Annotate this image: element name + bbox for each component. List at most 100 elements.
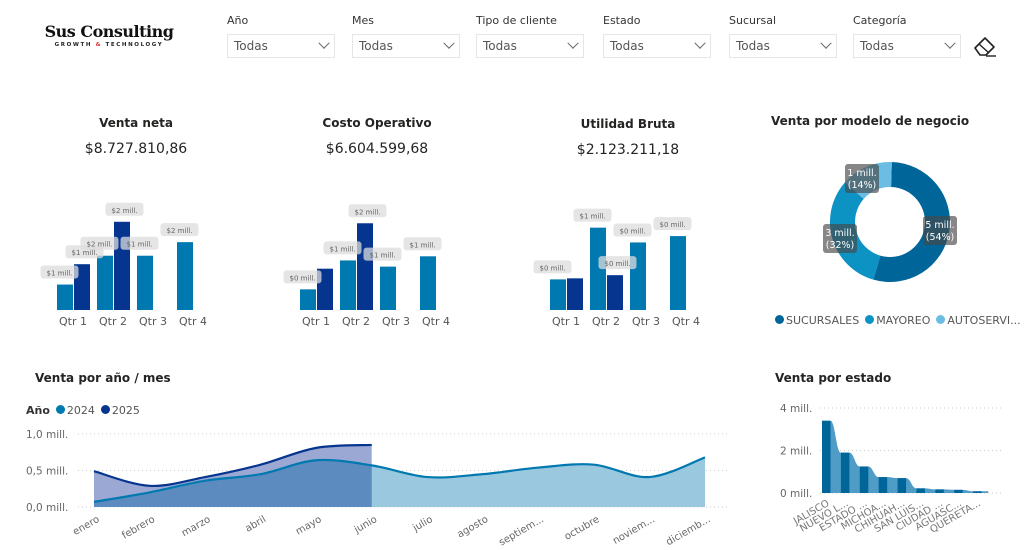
axis-tick-label: Qtr 2 xyxy=(592,315,620,328)
donut-title: Venta por modelo de negocio xyxy=(771,114,970,128)
state-bar-4 xyxy=(897,478,907,493)
state-bar-6 xyxy=(935,489,944,493)
filter-tipo-cliente: Tipo de cliente Todas xyxy=(476,14,584,58)
donut-data-label: 5 mill. xyxy=(925,220,954,231)
axis-tick-label: Qtr 1 xyxy=(552,315,580,328)
bar-2025-qtr2 xyxy=(357,223,373,310)
utilidad-bruta-quarter-chart: Qtr 1 Qtr 2 Qtr 3 Qtr 4 $0 mill. $1 mill. $0 m… xyxy=(533,208,700,328)
state-chart-title: Venta por estado xyxy=(775,371,892,385)
data-label: $1 mill. xyxy=(369,252,395,260)
data-label: $1 mill. xyxy=(71,249,97,257)
legend-dot xyxy=(936,315,946,324)
data-label: $2 mill. xyxy=(111,207,137,215)
y-tick-label: 0,5 mill. xyxy=(26,466,68,478)
bar-2024-qtr1 xyxy=(57,284,73,310)
chevron-down-icon xyxy=(694,37,706,49)
clear-filters-button[interactable] xyxy=(972,33,998,59)
legend-item-autoservicio[interactable]: AUTOSERVI... xyxy=(936,314,1021,327)
x-tick-label: mayo xyxy=(294,514,324,537)
area-overlap xyxy=(94,459,372,507)
donut-data-label: 3 mill. xyxy=(825,228,854,239)
filter-anio: Año Todas xyxy=(227,14,335,58)
data-label-bg xyxy=(160,223,199,237)
business-model-donut-chart: 5 mill.(54%) 3 mill.(32%) 1 mill.(14%) xyxy=(823,162,957,282)
logo-subtitle-a: GROWTH xyxy=(54,42,96,48)
data-label-bg xyxy=(120,236,159,250)
chevron-down-icon xyxy=(443,37,455,49)
bar-2024-qtr4 xyxy=(670,236,686,310)
axis-tick-label: Qtr 3 xyxy=(139,315,167,328)
logo-subtitle-b: TECHNOLOGY xyxy=(102,42,164,48)
filter-dropdown-mes[interactable]: Todas xyxy=(352,34,460,58)
data-label-bg xyxy=(105,202,144,216)
chevron-down-icon xyxy=(318,37,330,49)
legend-dot xyxy=(100,405,110,414)
filter-dropdown-tipo-cliente[interactable]: Todas xyxy=(476,34,584,58)
x-tick-label: junio xyxy=(352,514,379,536)
legend-item-2024[interactable]: 2024 xyxy=(55,404,95,417)
donut-label-bg xyxy=(845,164,879,193)
legend-item-mayoreo[interactable]: MAYOREO xyxy=(865,314,930,327)
filter-label: Sucursal xyxy=(729,14,777,27)
data-label: $0 mill. xyxy=(604,260,630,268)
legend-label: 2025 xyxy=(111,404,140,417)
x-tick-label: febrero xyxy=(120,514,157,542)
filter-dropdown-categoria[interactable]: Todas xyxy=(853,34,961,58)
legend-label: MAYOREO xyxy=(876,314,931,327)
filter-dropdown-estado[interactable]: Todas xyxy=(603,34,711,58)
x-tick-label: enero xyxy=(71,514,101,538)
kpi-title-venta-neta: Venta neta xyxy=(99,116,173,130)
filter-sucursal: Sucursal Todas xyxy=(729,14,837,58)
data-label-bg xyxy=(653,217,692,231)
line-chart-title: Venta por año / mes xyxy=(35,371,171,385)
filter-value: Todas xyxy=(860,39,894,53)
data-label: $1 mill. xyxy=(126,241,152,249)
axis-tick-label: Qtr 1 xyxy=(302,315,330,328)
legend-dot xyxy=(865,315,875,324)
legend-item-sucursales[interactable]: SUCURSALES xyxy=(775,314,859,327)
legend-dot xyxy=(55,405,65,414)
line-chart-legend: Año 2024 2025 xyxy=(26,404,140,417)
state-bar-3 xyxy=(878,477,888,493)
axis-tick-label: Qtr 4 xyxy=(422,315,450,328)
x-tick-label: noviem... xyxy=(611,514,657,547)
filter-estado: Estado Todas xyxy=(603,14,711,58)
x-tick-label: octubre xyxy=(563,514,602,543)
line-2025 xyxy=(93,443,372,487)
axis-tick-label: Qtr 3 xyxy=(382,315,410,328)
data-label-bg xyxy=(348,204,387,218)
donut-label-bg xyxy=(823,224,857,253)
x-tick-label: diciemb... xyxy=(664,514,712,548)
filter-dropdown-anio[interactable]: Todas xyxy=(227,34,335,58)
bar-2024-qtr1 xyxy=(300,289,316,310)
filter-value: Todas xyxy=(234,39,268,53)
chevron-down-icon xyxy=(567,37,579,49)
x-tick-label: marzo xyxy=(180,514,213,539)
legend-item-2025[interactable]: 2025 xyxy=(100,404,140,417)
kpi-title-costo-operativo: Costo Operativo xyxy=(322,116,432,130)
x-tick-label: abril xyxy=(243,514,268,535)
costo-operativo-quarter-chart: Qtr 1 Qtr 2 Qtr 3 Qtr 4 $0 mill. $1 mill. $2 m… xyxy=(283,204,450,328)
filter-value: Todas xyxy=(483,39,517,53)
donut-label-bg xyxy=(923,216,957,245)
data-label: $1 mill. xyxy=(409,241,435,249)
data-label-bg xyxy=(598,256,637,270)
data-label: $0 mill. xyxy=(539,264,565,272)
y-tick-label: 0 mill. xyxy=(780,488,812,500)
y-tick-label: 2 mill. xyxy=(780,446,812,458)
state-bar-0 xyxy=(822,420,831,493)
filter-mes: Mes Todas xyxy=(352,14,460,58)
y-tick-label: 0,0 mill. xyxy=(26,502,68,514)
donut-slice-0 xyxy=(873,162,950,282)
data-label-bg xyxy=(573,208,612,222)
bar-2024-qtr3 xyxy=(380,266,396,310)
kpi-value-venta-neta: $8.727.810,86 xyxy=(84,141,188,157)
data-label: $0 mill. xyxy=(619,227,645,235)
venta-neta-quarter-chart: Qtr 1 Qtr 2 Qtr 3 Qtr 4$1 mill.$1 mill.$2 m… xyxy=(40,202,207,328)
bar-2024-qtr3 xyxy=(137,255,153,310)
legend-label: 2024 xyxy=(66,404,95,417)
logo-title: Sus Consulting xyxy=(44,22,174,41)
bar-2025-qtr1 xyxy=(567,278,583,310)
filter-dropdown-sucursal[interactable]: Todas xyxy=(729,34,837,58)
